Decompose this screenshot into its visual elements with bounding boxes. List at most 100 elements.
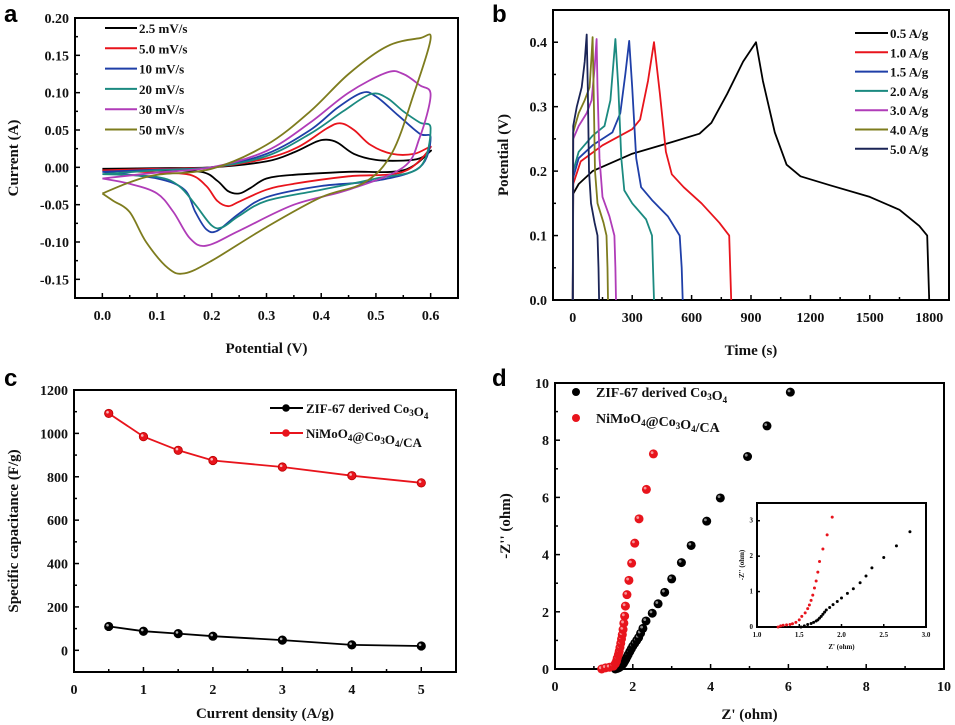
nyquist-point: [676, 558, 686, 568]
x-tick-label: 1200: [796, 311, 824, 326]
x-tick-label: 0: [71, 683, 78, 698]
point-highlight: [621, 620, 624, 624]
inset-point: [824, 608, 828, 612]
inset-point: [776, 625, 780, 629]
inset-point: [809, 598, 813, 602]
x-tick-label: 2: [209, 683, 216, 698]
panel-letter-b: b: [492, 1, 507, 28]
point-highlight: [106, 410, 109, 414]
y-tick-label: 0.3: [530, 101, 548, 116]
legend-label: 4.0 A/g: [890, 123, 929, 138]
gcd-curve-5-0-a-g: [571, 33, 600, 301]
y-tick-label: 2: [542, 606, 549, 621]
inset-point: [831, 603, 835, 607]
nyquist-point: [620, 611, 630, 621]
capacitance-point: [104, 408, 114, 419]
inset-point: [806, 607, 810, 611]
cv-curve-5-0-mv-s: [102, 122, 432, 208]
point-highlight: [744, 453, 748, 457]
y-tick-label: 10: [535, 377, 549, 392]
inset-point: [816, 570, 820, 574]
legend-label: 1.0 A/g: [890, 45, 929, 60]
nyquist-point: [641, 484, 651, 494]
legend-marker: [572, 388, 580, 396]
inset-point: [812, 586, 816, 590]
inset-point: [790, 622, 794, 626]
nyquist-point: [641, 616, 651, 626]
capacitance-point: [173, 629, 183, 639]
cv-curve-20-mv-s: [102, 92, 432, 230]
nyquist-point: [785, 387, 795, 397]
point-highlight: [418, 480, 422, 483]
inset-point: [908, 530, 912, 534]
inset-point: [811, 593, 815, 597]
point-highlight: [140, 434, 144, 437]
inset-point: [802, 624, 806, 628]
capacitance-point: [416, 641, 426, 651]
cv-curve-50-mv-s: [101, 33, 432, 275]
inset-point: [794, 620, 798, 624]
panel-a-cv-chart: 0.0 0.1 0.2 0.3 0.4 0.5 0.6 -0.15 -0.10 -0.05 0.00…: [6, 12, 459, 357]
legend-label: 3.0 A/g: [890, 103, 929, 118]
point-highlight: [661, 589, 665, 593]
capacitance-point: [277, 635, 287, 645]
nyquist-point: [702, 516, 712, 526]
inset-point: [828, 606, 832, 610]
legend-label: 0.5 A/g: [890, 26, 929, 41]
inset-point: [781, 623, 785, 627]
x-tick-label: 0.0: [94, 309, 112, 324]
legend-label: 2.5 mV/s: [139, 21, 187, 36]
inset-point: [882, 556, 886, 560]
x-tick-label: 0: [552, 680, 559, 695]
y-tick-label: 600: [47, 514, 68, 529]
point-highlight: [210, 458, 214, 461]
inset-point: [835, 599, 839, 603]
point-highlight: [279, 464, 283, 468]
y-tick-label: 0.1: [530, 230, 548, 245]
panel-c-capacitance-chart: 0 1 2 3 4 5 0 200 400 600 800 1000 1200 Current densi…: [6, 384, 457, 722]
capacitance-point: [208, 631, 218, 641]
capacitance-line: [108, 412, 422, 484]
x-tick-label: 0: [569, 311, 576, 326]
point-highlight: [598, 666, 602, 670]
y-tick-label: 0.0: [530, 294, 548, 309]
legend-label: 20 mV/s: [139, 82, 184, 97]
y-tick-label: 0.2: [530, 165, 548, 180]
inset-point: [864, 574, 868, 578]
y-tick-label: 2: [750, 552, 754, 560]
inset-point: [840, 596, 843, 600]
point-highlight: [764, 423, 768, 426]
y-tick-label: 0: [750, 623, 754, 631]
nyquist-point: [762, 421, 772, 431]
inset-point: [870, 566, 874, 570]
inset-point: [807, 603, 811, 607]
x-tick-label: 2: [629, 680, 636, 695]
gcd-curve-3-0-a-g: [571, 38, 617, 301]
x-tick-label: 1500: [856, 311, 884, 326]
capacitance-point: [347, 640, 357, 650]
x-tick-label: 0.3: [258, 309, 276, 324]
x-axis-title: Potential (V): [225, 341, 307, 357]
point-highlight: [279, 637, 283, 641]
y-tick-label: 0.00: [45, 161, 70, 176]
point-highlight: [624, 591, 628, 595]
point-highlight: [140, 628, 144, 632]
x-tick-label: 900: [741, 311, 762, 326]
x-tick-label: 2.0: [837, 631, 846, 639]
y-tick-label: 6: [542, 491, 549, 506]
inset-point: [806, 623, 810, 627]
x-axis-title: Z' (ohm): [721, 707, 777, 723]
point-highlight: [643, 486, 647, 490]
point-highlight: [621, 613, 625, 617]
legend-label: 2.0 A/g: [890, 84, 929, 99]
capacitance-point: [173, 445, 183, 455]
point-highlight: [640, 625, 644, 629]
y-tick-label: -0.10: [40, 236, 69, 251]
x-tick-label: 0.4: [312, 309, 330, 324]
capacitance-point: [138, 432, 149, 442]
y-axis-title: -Z'' (ohm): [738, 549, 746, 580]
y-tick-label: 0.20: [45, 12, 70, 27]
point-highlight: [632, 540, 635, 544]
inset-point: [845, 591, 849, 595]
